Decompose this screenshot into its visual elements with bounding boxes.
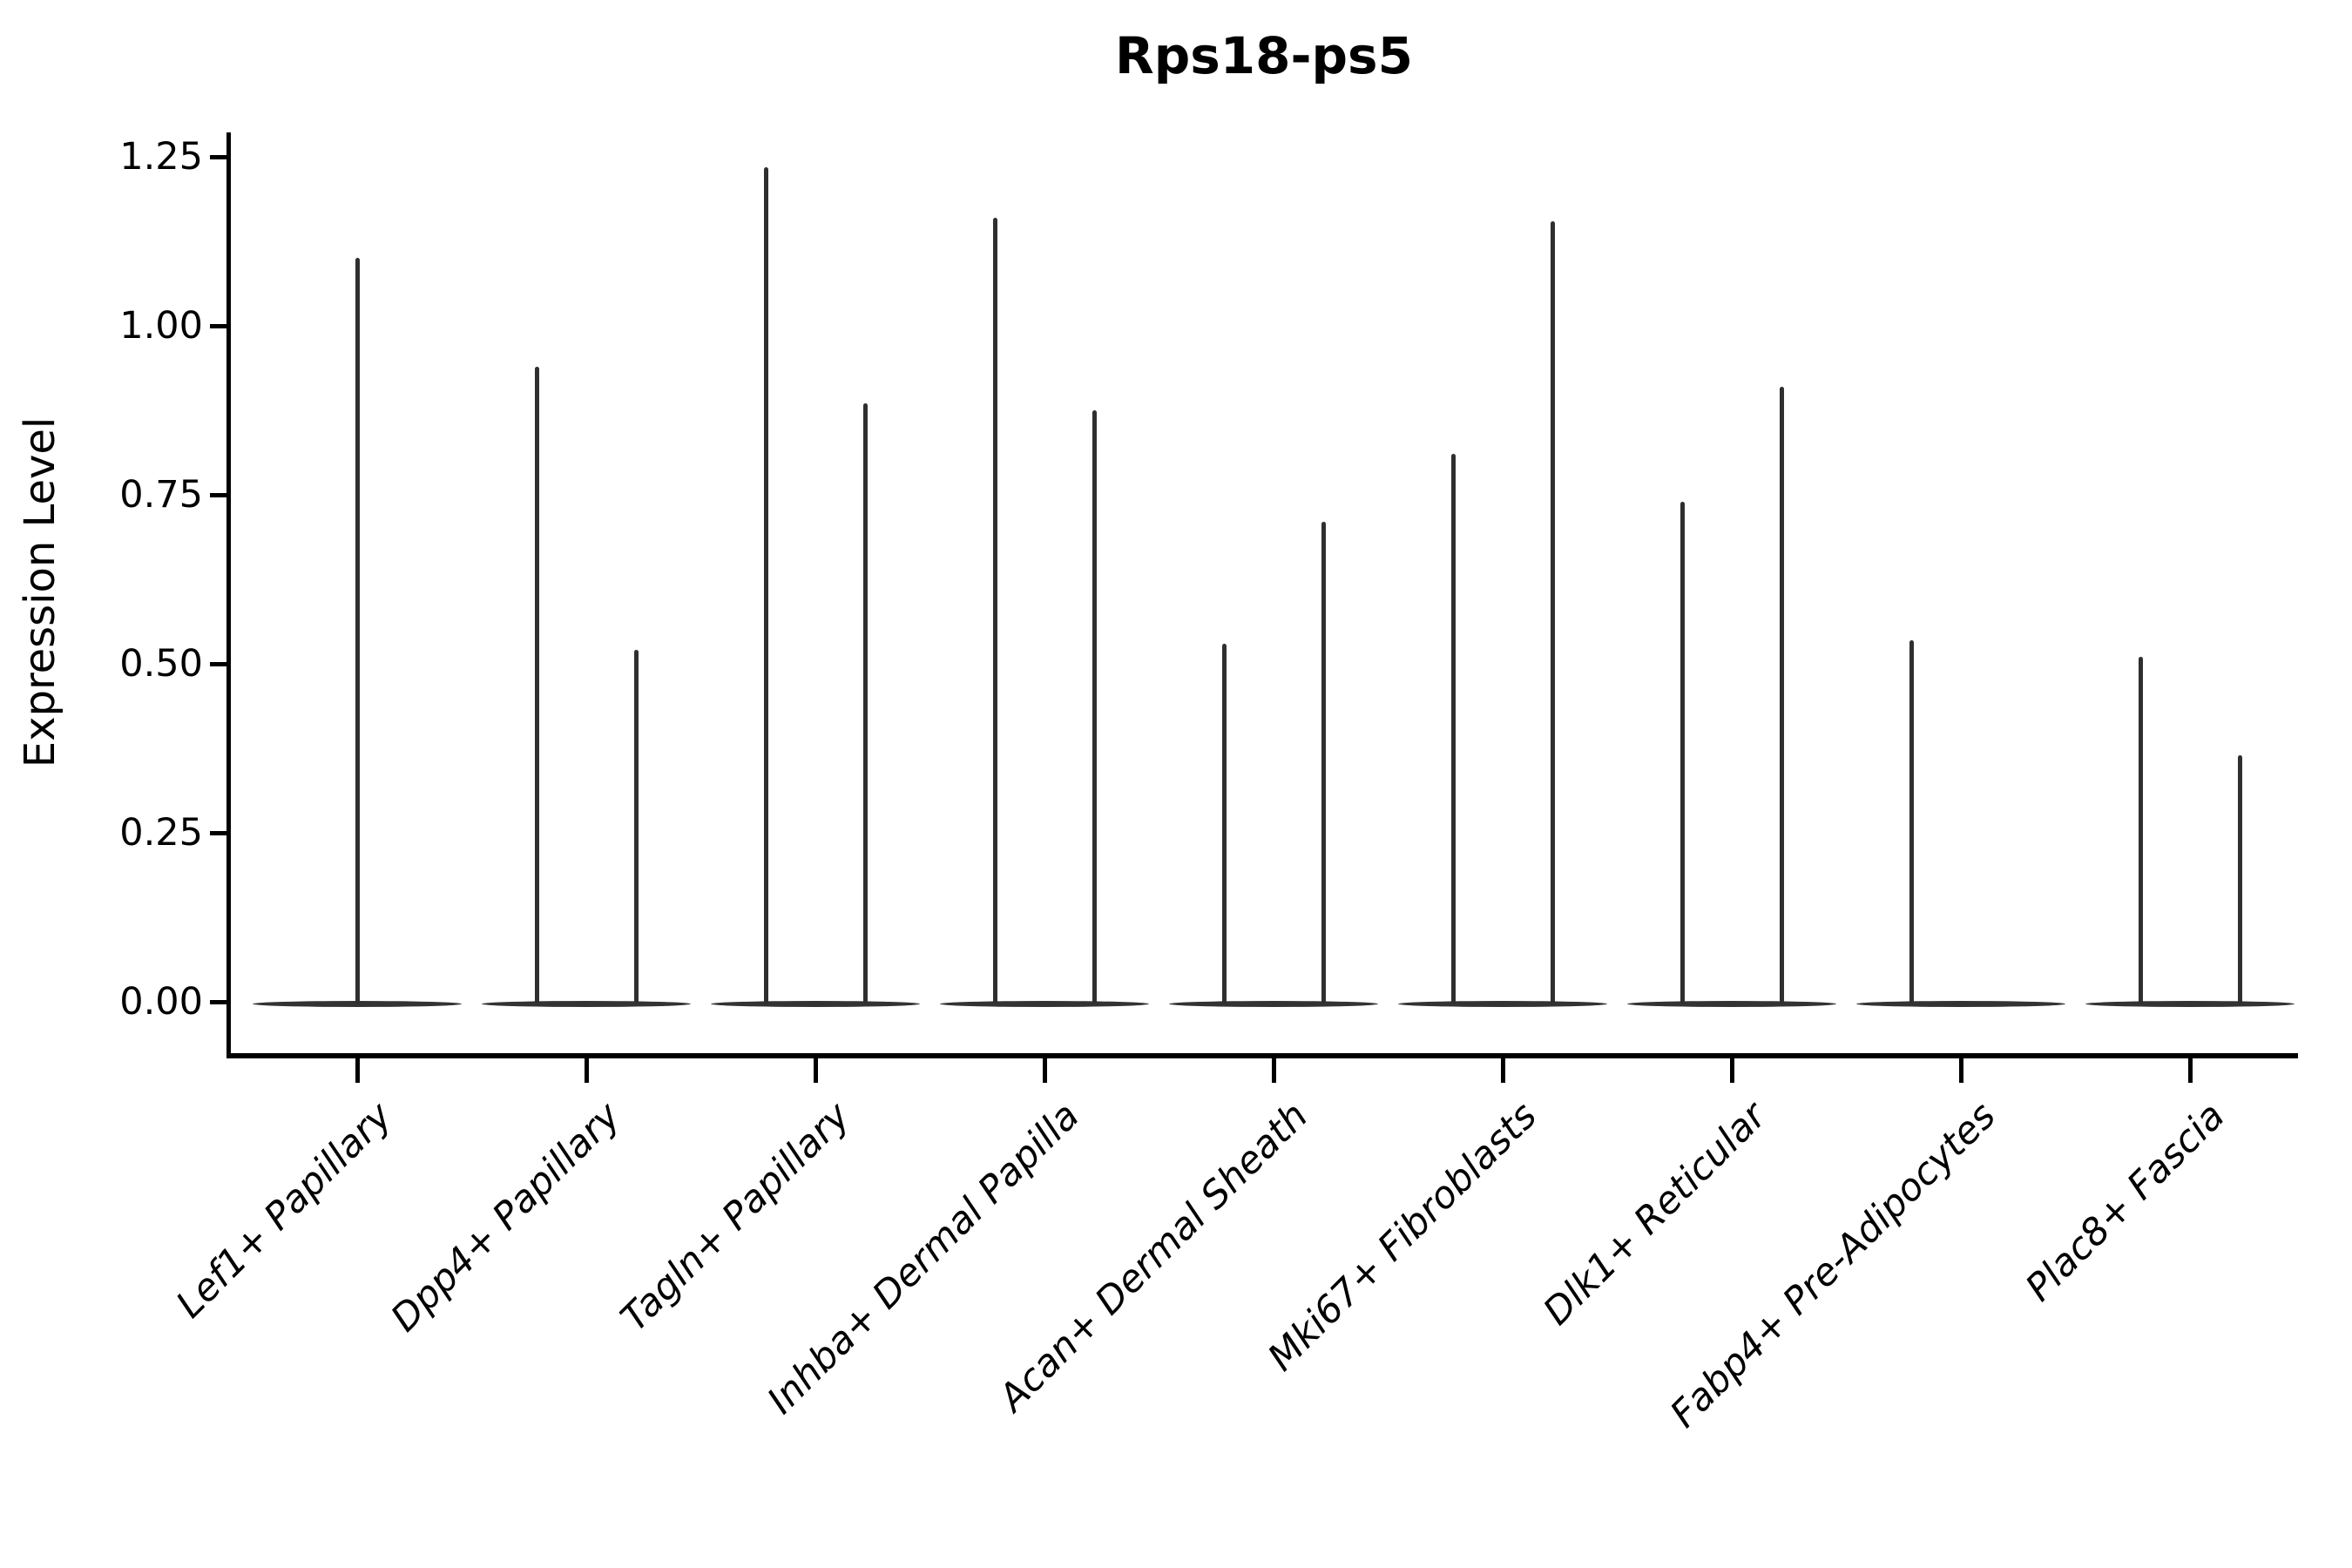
x-tick-label: Dpp4+ Papillary xyxy=(382,1094,630,1341)
y-tick-label: 1.00 xyxy=(119,304,203,348)
x-tick-label: Plac8+ Fascia xyxy=(2017,1094,2234,1310)
violin-base xyxy=(1398,1001,1607,1007)
x-tick-mark xyxy=(584,1058,589,1083)
violin-spike xyxy=(633,650,639,1004)
x-tick-mark xyxy=(1958,1058,1963,1083)
violin-base xyxy=(253,1001,462,1007)
x-tick-mark xyxy=(813,1058,818,1083)
violin-spike xyxy=(1550,220,1555,1004)
violin-spike xyxy=(992,217,997,1004)
y-tick-label: 0.75 xyxy=(119,473,203,517)
violin-spike xyxy=(534,366,539,1004)
violin-spike xyxy=(2138,657,2143,1004)
y-tick-label: 0.25 xyxy=(119,811,203,855)
x-tick-mark xyxy=(1042,1058,1047,1083)
violin-base xyxy=(1627,1001,1836,1007)
violin-spike xyxy=(1221,643,1227,1004)
violin-spike xyxy=(1321,522,1326,1004)
x-tick-mark xyxy=(1729,1058,1734,1083)
y-tick-mark xyxy=(210,830,227,835)
violin-base xyxy=(711,1001,920,1007)
y-axis-label: Expression Level xyxy=(16,416,64,768)
violin-base xyxy=(2085,1001,2295,1007)
y-tick-mark xyxy=(210,154,227,159)
violin-base xyxy=(482,1001,691,1007)
y-tick-mark xyxy=(210,323,227,328)
x-axis-line xyxy=(226,1053,2298,1058)
violin-spike xyxy=(355,258,360,1004)
violin-spike xyxy=(2237,754,2242,1004)
x-tick-label: Tagln+ Papillary xyxy=(612,1094,859,1341)
x-tick-label: Dlk1+ Reticular xyxy=(1535,1094,1775,1335)
violin-base xyxy=(1856,1001,2065,1007)
x-tick-label: Lef1+ Papillary xyxy=(167,1094,401,1327)
x-tick-mark xyxy=(355,1058,360,1083)
violin-base xyxy=(1169,1001,1378,1007)
violin-spike xyxy=(763,166,768,1004)
y-tick-mark xyxy=(210,492,227,497)
violin-spike xyxy=(1450,454,1456,1004)
chart-title: Rps18-ps5 xyxy=(1115,26,1413,85)
x-tick-mark xyxy=(1500,1058,1505,1083)
violin-spike xyxy=(1779,386,1784,1004)
x-tick-mark xyxy=(2187,1058,2193,1083)
y-axis-line xyxy=(226,132,231,1058)
violin-spike xyxy=(862,403,868,1004)
violin-base xyxy=(940,1001,1149,1007)
x-tick-mark xyxy=(1271,1058,1276,1083)
y-tick-label: 1.25 xyxy=(119,135,203,179)
y-tick-mark xyxy=(210,999,227,1004)
y-tick-label: 0.50 xyxy=(119,642,203,686)
y-tick-mark xyxy=(210,661,227,666)
y-tick-label: 0.00 xyxy=(119,980,203,1024)
violin-spike xyxy=(1092,410,1097,1004)
violin-spike xyxy=(1909,639,1914,1004)
violin-spike xyxy=(1680,501,1685,1004)
